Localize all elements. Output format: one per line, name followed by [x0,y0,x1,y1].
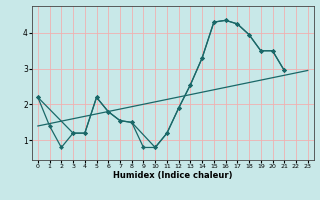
X-axis label: Humidex (Indice chaleur): Humidex (Indice chaleur) [113,171,233,180]
